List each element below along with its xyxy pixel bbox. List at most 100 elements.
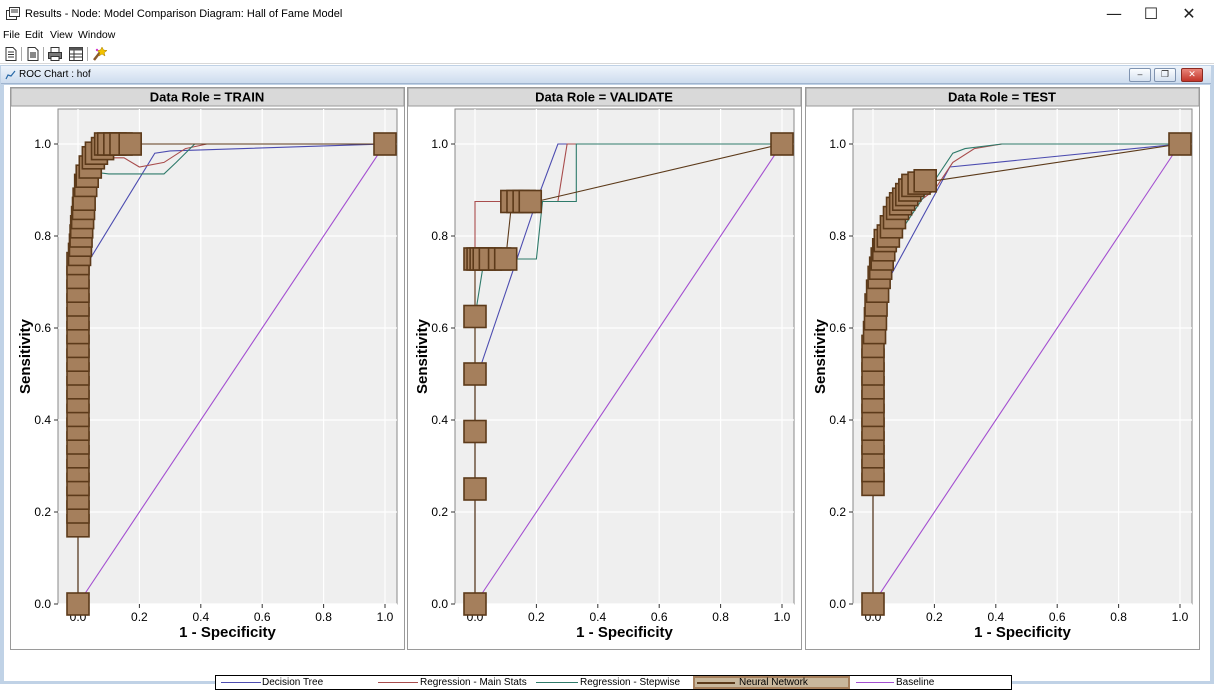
y-tick-label: 1.0 — [34, 137, 51, 151]
legend-swatch — [697, 682, 735, 684]
neural-network-marker — [913, 169, 937, 193]
menu-bar: File Edit View Window — [0, 28, 1214, 44]
roc-chart-area: Data Role = TRAIN 0.0 0.2 0.4 0.6 0.8 1.0 0.0 0.… — [4, 85, 1210, 690]
chart-legend: Decision Tree Regression - Main Stats Re… — [215, 675, 1012, 690]
maximize-button[interactable]: ☐ — [1143, 4, 1159, 23]
x-tick-label: 1.0 — [377, 610, 394, 624]
toolbar-separator — [87, 47, 88, 61]
legend-swatch — [856, 682, 894, 683]
legend-label: Baseline — [896, 677, 935, 688]
roc-panel-validate: Data Role = VALIDATE 0.0 0.2 0.4 0.6 0.8 1.0 0.… — [407, 87, 802, 650]
y-tick-label: 0.0 — [34, 597, 51, 611]
menu-view[interactable]: View — [50, 29, 73, 41]
x-tick-label: 1.0 — [774, 610, 791, 624]
neural-network-marker — [463, 362, 487, 386]
neural-network-marker — [463, 592, 487, 616]
neural-network-marker — [861, 592, 885, 616]
legend-item-regression-main-stats: Regression - Main Stats — [376, 676, 536, 689]
window-titlebar: Results - Node: Model Comparison Diagram… — [0, 0, 1214, 28]
close-button[interactable]: ✕ — [1182, 4, 1196, 23]
child-minimize-button[interactable]: ‒ — [1129, 68, 1151, 82]
y-tick-label: 0.0 — [829, 597, 846, 611]
x-axis-label: 1 - Specificity — [179, 624, 276, 641]
neural-network-marker — [118, 132, 142, 156]
x-tick-label: 0.2 — [528, 610, 545, 624]
series-line-baseline — [872, 143, 1181, 605]
x-tick-label: 0.4 — [192, 610, 209, 624]
legend-label: Regression - Main Stats — [420, 677, 527, 688]
panel-title: Data Role = TEST — [948, 90, 1056, 105]
y-tick-label: 0.6 — [34, 321, 51, 335]
menu-edit[interactable]: Edit — [25, 29, 44, 41]
mdi-workspace: ROC Chart : hof ‒ ❐ ✕ Data Role = TRAIN 0… — [0, 65, 1214, 690]
legend-swatch — [221, 682, 261, 683]
y-tick-label: 0.8 — [431, 229, 448, 243]
neural-network-marker — [66, 592, 90, 616]
y-tick-label: 1.0 — [431, 137, 448, 151]
roc-charts: Data Role = TRAIN 0.0 0.2 0.4 0.6 0.8 1.0 0.0 0.… — [10, 87, 1200, 650]
legend-item-decision-tree: Decision Tree — [216, 676, 366, 689]
neural-network-marker — [463, 477, 487, 501]
table-icon[interactable] — [68, 46, 84, 62]
panel-title: Data Role = TRAIN — [150, 90, 265, 105]
x-tick-label: 0.6 — [254, 610, 271, 624]
legend-label: Neural Network — [739, 677, 808, 688]
minimize-button[interactable]: — — [1106, 4, 1122, 23]
neural-network-marker — [518, 189, 543, 214]
y-tick-label: 0.8 — [34, 229, 51, 243]
y-tick-label: 1.0 — [829, 137, 846, 151]
neural-network-marker — [463, 304, 487, 329]
x-tick-label: 0.4 — [589, 610, 606, 624]
series-line-baseline — [474, 143, 783, 605]
menu-window[interactable]: Window — [78, 29, 116, 41]
y-axis-label: Sensitivity — [812, 318, 829, 394]
x-tick-label: 0.6 — [651, 610, 668, 624]
child-restore-button[interactable]: ❐ — [1154, 68, 1176, 82]
y-tick-label: 0.6 — [431, 321, 448, 335]
neural-network-marker — [373, 132, 397, 156]
y-tick-label: 0.6 — [829, 321, 846, 335]
y-tick-label: 0.4 — [829, 413, 846, 427]
legend-swatch — [378, 682, 418, 683]
panel-header — [407, 87, 802, 107]
plot-area — [57, 108, 398, 605]
x-tick-label: 0.8 — [712, 610, 729, 624]
x-axis-label: 1 - Specificity — [974, 624, 1071, 641]
x-tick-label: 0.8 — [1110, 610, 1127, 624]
roc-chart-icon — [5, 70, 16, 80]
y-tick-label: 0.8 — [829, 229, 846, 243]
print-icon[interactable] — [47, 46, 63, 62]
x-tick-label: 0.2 — [131, 610, 148, 624]
x-tick-label: 1.0 — [1172, 610, 1189, 624]
x-axis-label: 1 - Specificity — [576, 624, 673, 641]
legend-item-neural-network: Neural Network — [693, 676, 850, 689]
legend-swatch — [536, 682, 578, 683]
results-window-icon — [6, 7, 20, 20]
document-icon[interactable] — [3, 46, 19, 62]
properties-icon[interactable] — [25, 46, 41, 62]
chart-window-titlebar: ROC Chart : hof ‒ ❐ ✕ — [1, 66, 1211, 84]
neural-network-marker — [493, 247, 518, 271]
legend-label: Decision Tree — [262, 677, 324, 688]
x-tick-label: 0.8 — [315, 610, 332, 624]
panel-title: Data Role = VALIDATE — [535, 90, 673, 105]
x-tick-label: 0.2 — [926, 610, 943, 624]
wizard-icon[interactable] — [91, 46, 107, 62]
y-tick-label: 0.4 — [431, 413, 448, 427]
neural-network-marker — [770, 132, 794, 156]
y-tick-label: 0.2 — [829, 505, 846, 519]
y-tick-label: 0.2 — [431, 505, 448, 519]
plot-area — [454, 108, 795, 605]
y-axis-label: Sensitivity — [414, 318, 431, 394]
x-tick-label: 0.6 — [1049, 610, 1066, 624]
y-tick-label: 0.0 — [431, 597, 448, 611]
window-title: Results - Node: Model Comparison Diagram… — [25, 8, 343, 20]
legend-label: Regression - Stepwise — [580, 677, 681, 688]
toolbar-separator — [21, 47, 22, 61]
menu-file[interactable]: File — [3, 29, 20, 41]
y-tick-label: 0.2 — [34, 505, 51, 519]
y-tick-label: 0.4 — [34, 413, 51, 427]
child-close-button[interactable]: ✕ — [1181, 68, 1203, 82]
